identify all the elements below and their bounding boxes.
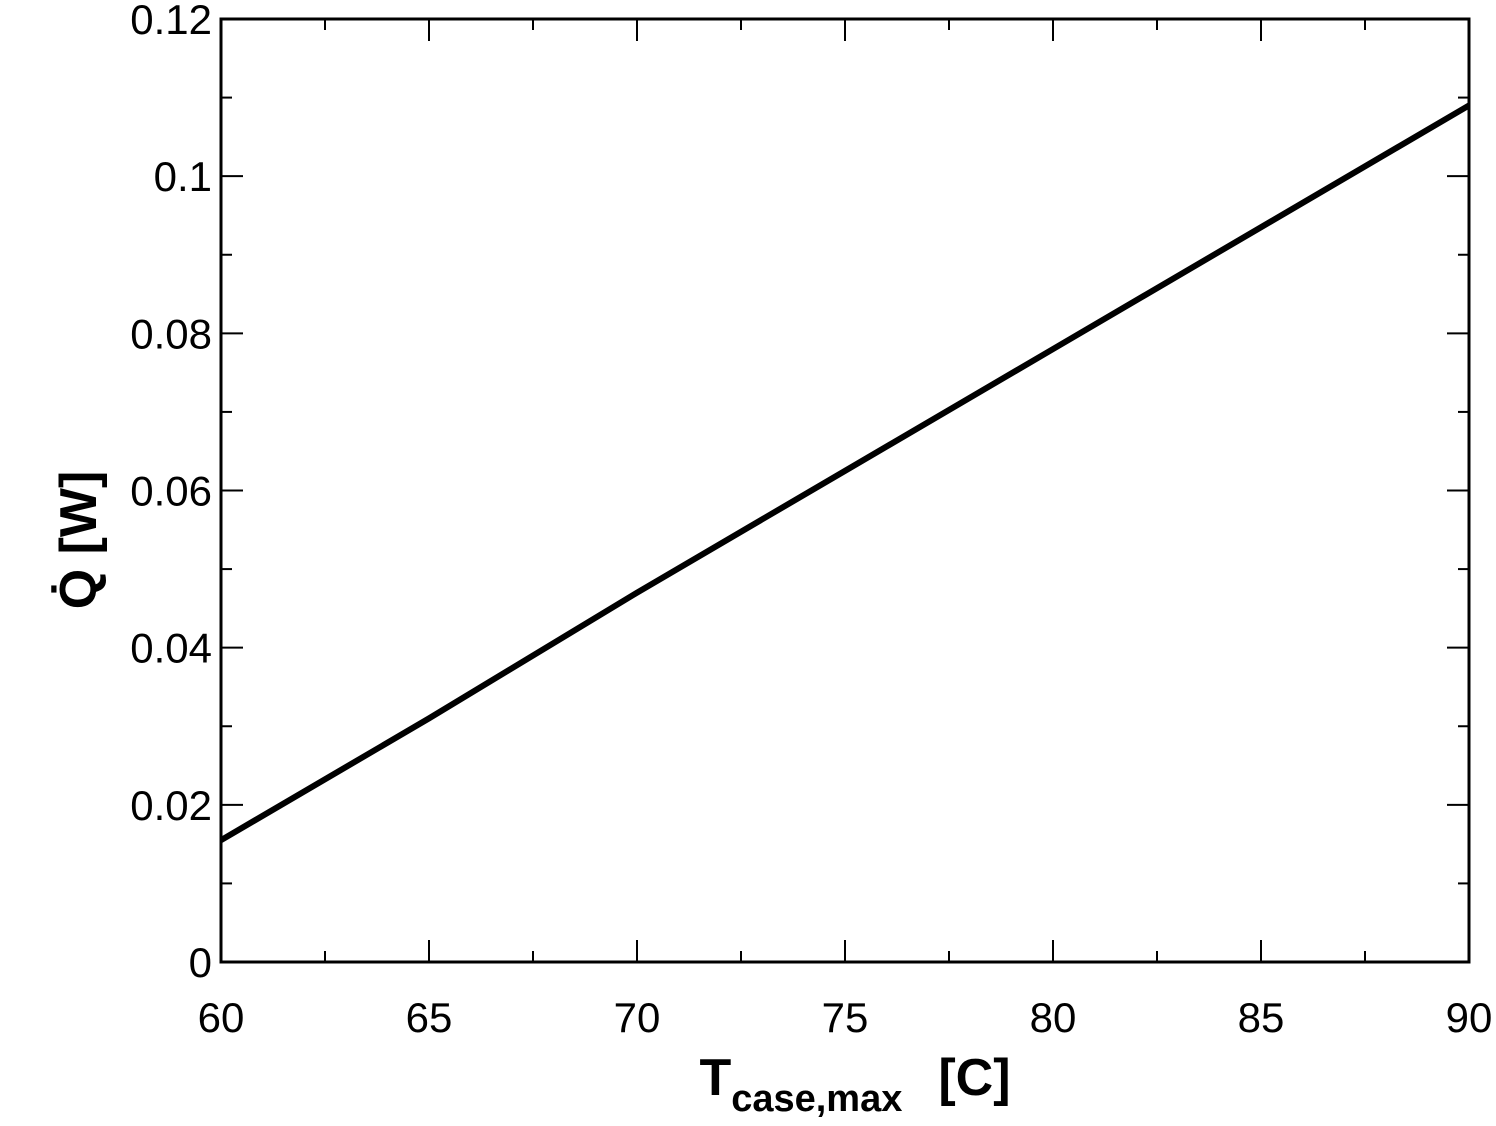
y-tick-label: 0 [189,939,212,986]
x-axis-label: Tcase,max [C] [699,1049,1010,1120]
data-line [219,102,1471,843]
x-label-main: T [699,1049,731,1107]
x-tick-label: 85 [1238,994,1285,1041]
x-tick-label: 90 [1446,994,1493,1041]
y-tick-label: 0.04 [130,625,212,672]
plot-frame [219,17,1471,964]
x-tick-label: 60 [198,994,245,1041]
x-tick-label: 80 [1030,994,1077,1041]
y-tick-label: 0.02 [130,782,212,829]
x-tick-label: 75 [822,994,869,1041]
y-tick-label: 0.1 [154,153,212,200]
y-tick-label: 0.08 [130,310,212,357]
x-label-sub: case,max [731,1078,902,1120]
y-tick-label: 0.12 [130,0,212,43]
x-tick-label: 70 [614,994,661,1041]
x-tick-label: 65 [406,994,453,1041]
y-axis-label: Q̇ [W] [50,471,108,610]
x-label-unit: [C] [938,1049,1010,1107]
y-tick-label: 0.06 [130,468,212,515]
